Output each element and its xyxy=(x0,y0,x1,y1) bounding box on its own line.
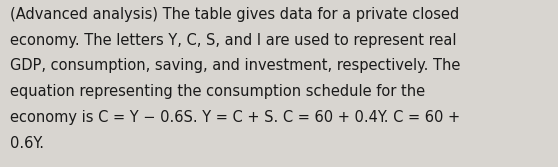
Text: (Advanced analysis) The table gives data for a private closed: (Advanced analysis) The table gives data… xyxy=(10,7,459,22)
Text: 0.6Y.: 0.6Y. xyxy=(10,136,44,151)
Text: economy is C = Y − 0.6S. Y = C + S. C = 60 + 0.4Y. C = 60 +: economy is C = Y − 0.6S. Y = C + S. C = … xyxy=(10,110,460,125)
Text: economy. The letters Y, C, S, and I are used to represent real: economy. The letters Y, C, S, and I are … xyxy=(10,33,456,48)
Text: GDP, consumption, saving, and investment, respectively. The: GDP, consumption, saving, and investment… xyxy=(10,58,460,73)
Text: equation representing the consumption schedule for the: equation representing the consumption sc… xyxy=(10,84,425,99)
